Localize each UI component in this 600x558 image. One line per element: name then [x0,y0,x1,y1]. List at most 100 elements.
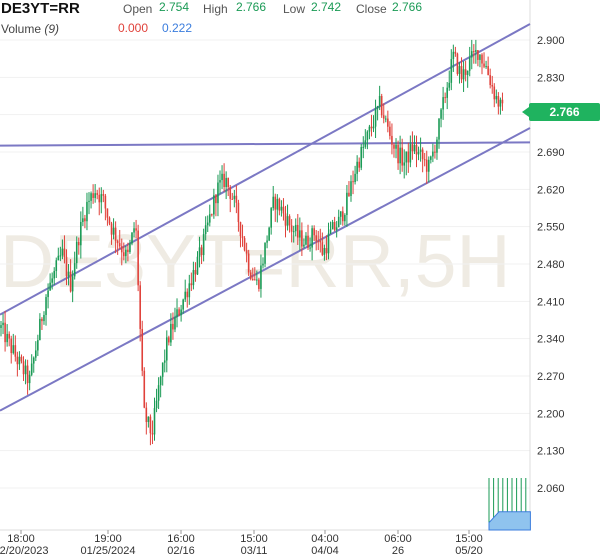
y-tick-label: 2.480 [537,259,565,271]
candle-body [333,222,336,230]
candle-body [342,211,344,222]
horizontal-support [0,141,531,147]
candle-body [403,162,406,166]
candle-body [127,249,129,253]
candle-body [75,241,78,264]
candle-body [47,290,49,298]
candle-body [84,218,86,222]
candle-body [331,222,334,230]
candle-body [184,291,187,300]
candle-body [268,227,270,241]
candle-body [432,151,434,157]
candle-body [37,340,39,351]
candle-body [131,232,133,244]
candle-body [344,215,346,222]
candle-body [112,227,115,235]
trendlines-layer[interactable] [0,23,531,412]
candle-body [188,283,191,298]
candle-body [303,244,305,247]
candle-body [356,161,358,174]
candle-body [194,270,197,275]
candle-body [360,147,363,168]
candle-body [458,66,461,74]
candle-body [243,238,246,251]
candle-body [440,109,442,119]
candle-body [211,214,213,216]
open-value: 2.754 [159,0,190,14]
candle-body [254,279,256,281]
candle-body [10,338,13,354]
candle-body [63,248,66,257]
candle-body [294,224,297,232]
candle-body [120,246,123,253]
candle-body [55,260,58,272]
candle-body [157,385,160,401]
candle-body [448,82,451,88]
candle-body [401,147,403,166]
candle-body [233,195,236,199]
candle-body [34,350,37,358]
candle-body [192,270,195,286]
volume-value-b: 0.222 [162,21,193,35]
candle-body [290,225,293,232]
candle-body [466,70,469,75]
y-tick-label: 2.200 [537,408,565,420]
x-tick-date: 01/25/2024 [80,545,135,557]
candle-body [14,345,17,357]
candle-body [182,299,184,310]
candle-body [202,234,205,256]
candle-body [143,370,146,408]
candle-body [335,227,338,230]
candle-body [237,202,240,223]
candle-body [473,51,475,53]
candle-body [32,357,35,364]
candle-body [114,227,117,241]
candle-body [405,151,408,163]
candle-body [18,356,21,365]
candle-body [464,69,467,75]
candle-body [491,84,494,87]
candle-body [123,252,125,257]
candle-body [61,248,64,256]
symbol-title[interactable]: DE3YT=RR [1,0,80,17]
candle-body [165,337,168,361]
candle-body [20,356,23,362]
candle-body [323,248,326,255]
candle-body [116,240,119,244]
candle-body [57,255,60,261]
candle-body [73,263,76,277]
watermark: DE3YT=RR,5H [0,219,511,303]
candle-body [260,265,262,289]
candle-body [137,230,139,286]
x-tick-date: 12/20/2023 [0,545,49,557]
candle-body [305,235,307,245]
candle-body [368,126,371,132]
candle-body [325,248,328,254]
candle-body [43,314,45,322]
candle-body [129,243,131,253]
candle-body [315,235,318,241]
candle-body [163,360,166,363]
candle-body [307,235,309,248]
high-label: High [203,2,228,16]
candle-body [264,242,266,264]
candle-body [178,309,180,316]
candle-body [292,231,295,233]
candle-body [436,139,438,153]
candle-body [309,247,311,249]
candle-body [409,144,412,163]
candle-body [462,69,465,80]
candle-body [86,201,88,222]
candle-body [407,151,410,163]
candle-body [258,279,260,289]
candle-body [104,195,107,209]
candle-body [301,230,303,247]
candle-body [487,66,489,76]
low-label: Low [283,2,306,16]
candle-body [247,253,250,273]
candle-body [427,159,430,172]
candle-body [411,144,414,152]
candle-body [28,374,31,384]
